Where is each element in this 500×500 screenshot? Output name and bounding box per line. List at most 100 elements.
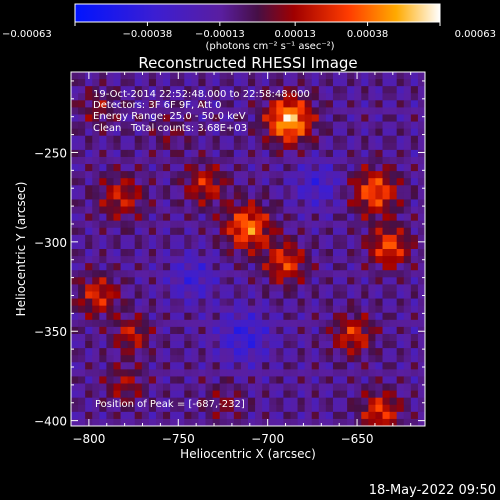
heatmap-cell bbox=[212, 418, 221, 426]
heatmap-cell bbox=[276, 362, 284, 370]
heatmap-cell bbox=[184, 185, 192, 193]
heatmap-cell bbox=[340, 404, 348, 413]
heatmap-cell bbox=[368, 263, 376, 271]
heatmap-cell bbox=[354, 241, 362, 250]
heatmap-cell bbox=[191, 305, 199, 314]
heatmap-cell bbox=[403, 149, 412, 158]
heatmap-cell bbox=[276, 418, 284, 426]
heatmap-cell bbox=[191, 256, 199, 264]
heatmap-cell bbox=[233, 404, 242, 413]
heatmap-cell bbox=[248, 319, 256, 328]
heatmap-cell bbox=[155, 341, 164, 349]
heatmap-cell bbox=[332, 383, 341, 391]
heatmap-cell bbox=[141, 333, 150, 342]
heatmap-cell bbox=[177, 142, 185, 151]
heatmap-cell bbox=[297, 305, 306, 314]
heatmap-cell bbox=[148, 227, 157, 236]
heatmap-cell bbox=[71, 185, 79, 193]
heatmap-cell bbox=[127, 206, 136, 214]
heatmap-cell bbox=[368, 93, 376, 101]
heatmap-cell bbox=[354, 291, 362, 299]
heatmap-cell bbox=[219, 206, 228, 214]
heatmap-cell bbox=[113, 319, 121, 328]
heatmap-cell bbox=[389, 355, 398, 363]
heatmap-cell bbox=[382, 227, 390, 236]
heatmap-cell bbox=[205, 312, 213, 321]
heatmap-cell bbox=[410, 383, 419, 391]
heatmap-cell bbox=[170, 234, 178, 243]
heatmap-cell bbox=[106, 241, 114, 250]
heatmap-cell bbox=[283, 227, 291, 236]
heatmap-cell bbox=[71, 100, 79, 108]
heatmap-cell bbox=[170, 333, 178, 342]
colorbar-tick-label: 0.00013 bbox=[274, 29, 315, 40]
heatmap-cell bbox=[240, 277, 249, 285]
heatmap-cell bbox=[283, 263, 291, 271]
heatmap-cell bbox=[205, 390, 213, 399]
heatmap-cell bbox=[226, 319, 235, 328]
heatmap-cell bbox=[71, 305, 79, 314]
y-axis-label: Heliocentric Y (arcsec) bbox=[14, 182, 28, 317]
heatmap-cell bbox=[297, 213, 306, 222]
heatmap-cell bbox=[233, 397, 242, 406]
heatmap-cell bbox=[113, 178, 121, 186]
heatmap-cell bbox=[163, 312, 171, 321]
heatmap-cell bbox=[255, 341, 263, 349]
heatmap-cell bbox=[226, 355, 235, 363]
heatmap-cell bbox=[269, 312, 277, 321]
heatmap-cell bbox=[163, 86, 171, 94]
heatmap-cell bbox=[396, 298, 405, 307]
heatmap-cell bbox=[354, 128, 362, 137]
heatmap-cell bbox=[85, 114, 93, 122]
heatmap-cell bbox=[368, 256, 376, 264]
heatmap-cell bbox=[318, 249, 327, 257]
heatmap-cell bbox=[248, 149, 256, 158]
heatmap-cell bbox=[354, 121, 362, 130]
heatmap-cell bbox=[283, 72, 291, 80]
heatmap-cell bbox=[170, 178, 178, 186]
heatmap-cell bbox=[269, 390, 277, 399]
heatmap-cell bbox=[134, 291, 143, 299]
heatmap-cell bbox=[389, 121, 398, 130]
heatmap-cell bbox=[205, 213, 213, 222]
heatmap-cell bbox=[325, 369, 334, 377]
heatmap-cell bbox=[205, 86, 213, 94]
heatmap-cell bbox=[262, 249, 270, 257]
heatmap-cell bbox=[184, 277, 192, 285]
heatmap-cell bbox=[233, 156, 242, 165]
heatmap-cell bbox=[262, 121, 270, 130]
heatmap-cell bbox=[205, 156, 213, 165]
heatmap-cell bbox=[255, 241, 263, 250]
heatmap-cell bbox=[276, 149, 284, 158]
heatmap-cell bbox=[148, 121, 157, 130]
heatmap-cell bbox=[276, 192, 284, 200]
heatmap-cell bbox=[148, 326, 157, 335]
heatmap-cell bbox=[318, 298, 327, 307]
heatmap-cell bbox=[163, 192, 171, 200]
heatmap-cell bbox=[163, 326, 171, 335]
heatmap-cell bbox=[141, 376, 150, 384]
heatmap-cell bbox=[396, 178, 405, 186]
heatmap-cell bbox=[396, 135, 405, 144]
heatmap-cell bbox=[113, 164, 121, 172]
heatmap-cell bbox=[297, 390, 306, 399]
heatmap-cell bbox=[113, 298, 121, 307]
heatmap-cell bbox=[212, 383, 221, 391]
heatmap-cell bbox=[155, 404, 164, 413]
heatmap-cell bbox=[155, 79, 164, 87]
heatmap-cell bbox=[198, 348, 206, 356]
heatmap-cell bbox=[198, 79, 206, 87]
heatmap-cell bbox=[297, 206, 306, 214]
heatmap-cell bbox=[325, 149, 334, 158]
heatmap-cell bbox=[92, 86, 100, 94]
heatmap-cell bbox=[354, 72, 362, 80]
heatmap-cell bbox=[205, 411, 213, 420]
heatmap-cell bbox=[248, 234, 256, 243]
heatmap-cell bbox=[99, 121, 107, 130]
heatmap-cell bbox=[332, 312, 341, 321]
heatmap-cell bbox=[361, 241, 369, 250]
heatmap-cell bbox=[120, 156, 129, 165]
heatmap-cell bbox=[134, 270, 143, 278]
heatmap-cell bbox=[248, 277, 256, 285]
heatmap-cell bbox=[233, 220, 242, 229]
